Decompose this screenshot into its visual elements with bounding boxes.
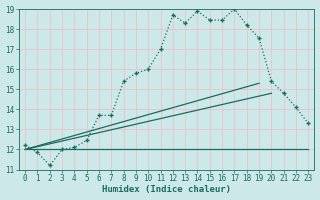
X-axis label: Humidex (Indice chaleur): Humidex (Indice chaleur)	[102, 185, 231, 194]
